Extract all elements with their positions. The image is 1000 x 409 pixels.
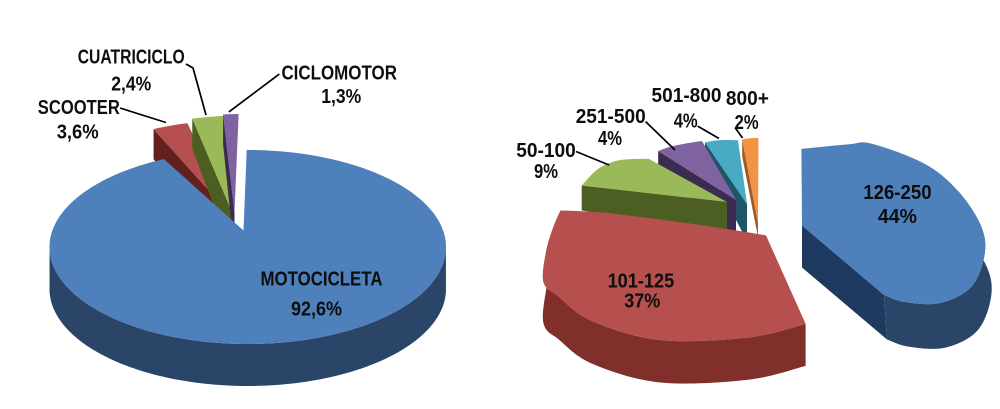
svg-text:92,6%: 92,6% — [291, 299, 342, 321]
svg-text:CUATRICICLO: CUATRICICLO — [78, 47, 185, 69]
svg-text:2%: 2% — [735, 112, 759, 134]
svg-text:501-800: 501-800 — [652, 85, 722, 107]
svg-text:4%: 4% — [598, 128, 622, 150]
svg-text:1,3%: 1,3% — [321, 86, 361, 108]
svg-text:50-100: 50-100 — [516, 140, 576, 162]
svg-text:101-125: 101-125 — [608, 271, 675, 293]
svg-text:800+: 800+ — [726, 88, 769, 110]
svg-text:3,6%: 3,6% — [57, 122, 99, 144]
svg-text:SCOOTER: SCOOTER — [38, 97, 120, 119]
svg-text:4%: 4% — [674, 111, 698, 133]
svg-text:CICLOMOTOR: CICLOMOTOR — [281, 63, 397, 85]
svg-text:44%: 44% — [878, 206, 917, 228]
svg-text:251-500: 251-500 — [576, 106, 646, 128]
svg-text:37%: 37% — [624, 291, 660, 313]
svg-text:126-250: 126-250 — [863, 182, 931, 204]
svg-text:2,4%: 2,4% — [111, 74, 151, 96]
svg-text:9%: 9% — [534, 161, 558, 183]
svg-text:MOTOCICLETA: MOTOCICLETA — [261, 269, 383, 291]
